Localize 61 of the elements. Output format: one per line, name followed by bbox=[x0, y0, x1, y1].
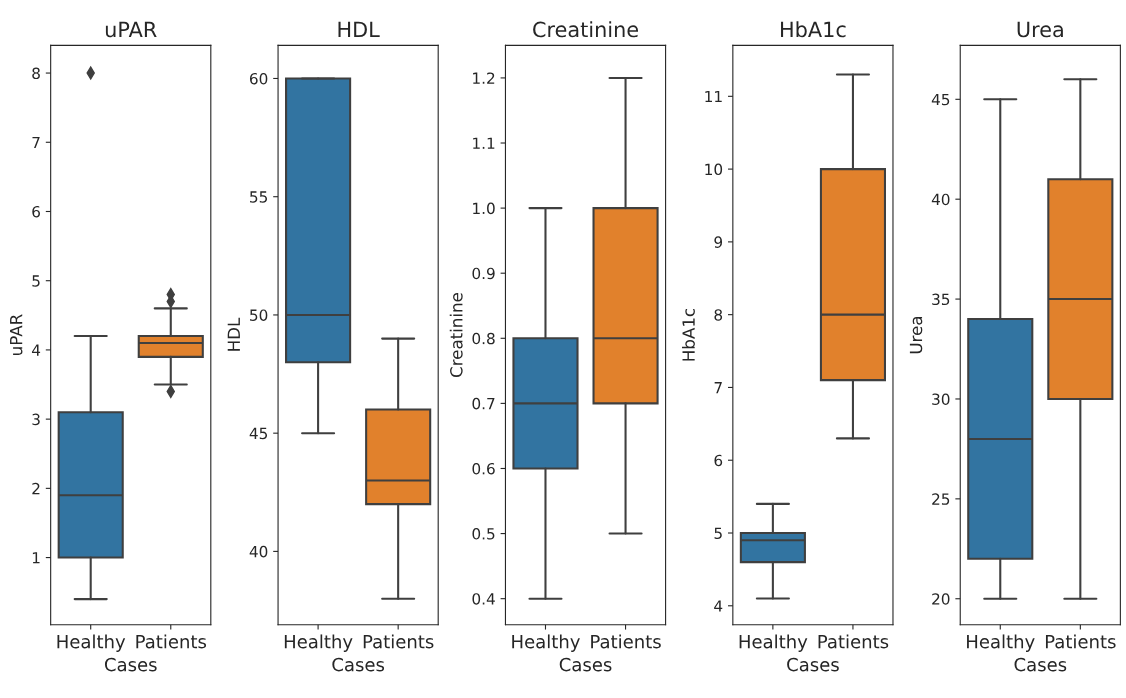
y-tick-label: 45 bbox=[931, 93, 950, 106]
y-axis-title: HbA1c bbox=[681, 308, 695, 361]
y-tick-label: 11 bbox=[705, 90, 722, 103]
y-tick-label: 6 bbox=[714, 454, 723, 467]
x-axis-title: Cases bbox=[104, 657, 157, 672]
y-tick-label: 0.5 bbox=[472, 528, 495, 540]
x-tick-label: Healthy bbox=[739, 634, 808, 652]
y-tick-label: 1.1 bbox=[473, 137, 495, 149]
x-axis-title: Cases bbox=[332, 657, 385, 672]
y-tick-label: 1 bbox=[32, 552, 40, 564]
y-tick-label: 0.9 bbox=[472, 267, 495, 280]
y-tick-label: 45 bbox=[249, 427, 267, 440]
y-axis-title: Urea bbox=[909, 316, 923, 354]
y-tick-label: 20 bbox=[932, 593, 950, 605]
y-tick-label: 0.7 bbox=[472, 397, 495, 410]
chart-title: HDL bbox=[338, 21, 380, 38]
x-tick-label: Patients bbox=[591, 634, 661, 649]
chart-title: HbA1c bbox=[781, 21, 846, 38]
y-tick-label: 4 bbox=[31, 344, 41, 356]
y-tick-label: 8 bbox=[714, 309, 723, 321]
y-tick-label: 35 bbox=[932, 293, 950, 306]
y-tick-label: 55 bbox=[250, 191, 267, 203]
y-tick-label: 4 bbox=[714, 600, 723, 612]
x-axis-title: Cases bbox=[1014, 657, 1067, 672]
y-tick-label: 5 bbox=[714, 527, 722, 540]
y-tick-label: 10 bbox=[705, 163, 723, 176]
y-tick-label: 8 bbox=[32, 67, 40, 80]
y-axis-title: uPAR bbox=[10, 314, 23, 355]
y-tick-label: 6 bbox=[32, 205, 40, 218]
x-tick-label: Healthy bbox=[512, 634, 580, 652]
y-tick-label: 0.8 bbox=[472, 332, 495, 345]
x-tick-label: Patients bbox=[363, 634, 434, 649]
y-tick-label: 60 bbox=[249, 72, 268, 85]
y-axis-title: Creatinine bbox=[449, 293, 463, 377]
chart-title: Urea bbox=[1017, 21, 1063, 38]
y-tick-label: 7 bbox=[714, 382, 722, 394]
y-tick-label: 5 bbox=[32, 275, 40, 287]
y-axis-title: HDL bbox=[227, 317, 240, 351]
y-tick-label: 0.6 bbox=[472, 462, 495, 475]
y-tick-label: 1.0 bbox=[473, 202, 495, 215]
chart-title: uPAR bbox=[105, 21, 157, 38]
x-tick-label: Patients bbox=[818, 634, 889, 649]
y-tick-label: 1.2 bbox=[473, 72, 495, 84]
y-tick-label: 25 bbox=[932, 493, 950, 505]
x-axis-title: Cases bbox=[787, 657, 839, 672]
x-tick-label: Patients bbox=[136, 634, 207, 649]
x-tick-label: Patients bbox=[1045, 634, 1116, 649]
x-tick-label: Healthy bbox=[57, 634, 126, 652]
y-tick-label: 0.4 bbox=[472, 593, 495, 605]
x-tick-label: Healthy bbox=[967, 634, 1035, 652]
chart-title: Creatinine bbox=[533, 21, 639, 38]
y-tick-label: 50 bbox=[250, 309, 268, 321]
x-axis-title: Cases bbox=[559, 657, 612, 672]
y-tick-label: 40 bbox=[931, 193, 950, 206]
y-tick-label: 7 bbox=[32, 136, 40, 149]
y-tick-label: 9 bbox=[714, 236, 723, 248]
y-tick-label: 3 bbox=[32, 413, 40, 426]
y-tick-label: 30 bbox=[932, 393, 950, 405]
x-tick-label: Healthy bbox=[284, 634, 353, 652]
y-tick-label: 2 bbox=[32, 482, 40, 495]
y-tick-label: 40 bbox=[249, 545, 268, 558]
